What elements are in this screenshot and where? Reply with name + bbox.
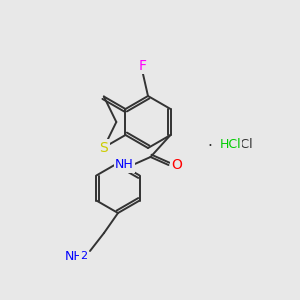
Text: 2: 2: [80, 251, 88, 261]
Text: ·: ·: [208, 140, 212, 154]
Text: NH: NH: [115, 158, 134, 172]
Text: ·HCl: ·HCl: [227, 139, 253, 152]
Text: NH: NH: [64, 250, 83, 262]
Text: F: F: [139, 59, 147, 73]
Text: HCl: HCl: [220, 139, 242, 152]
Text: S: S: [100, 140, 108, 154]
Text: O: O: [171, 158, 182, 172]
